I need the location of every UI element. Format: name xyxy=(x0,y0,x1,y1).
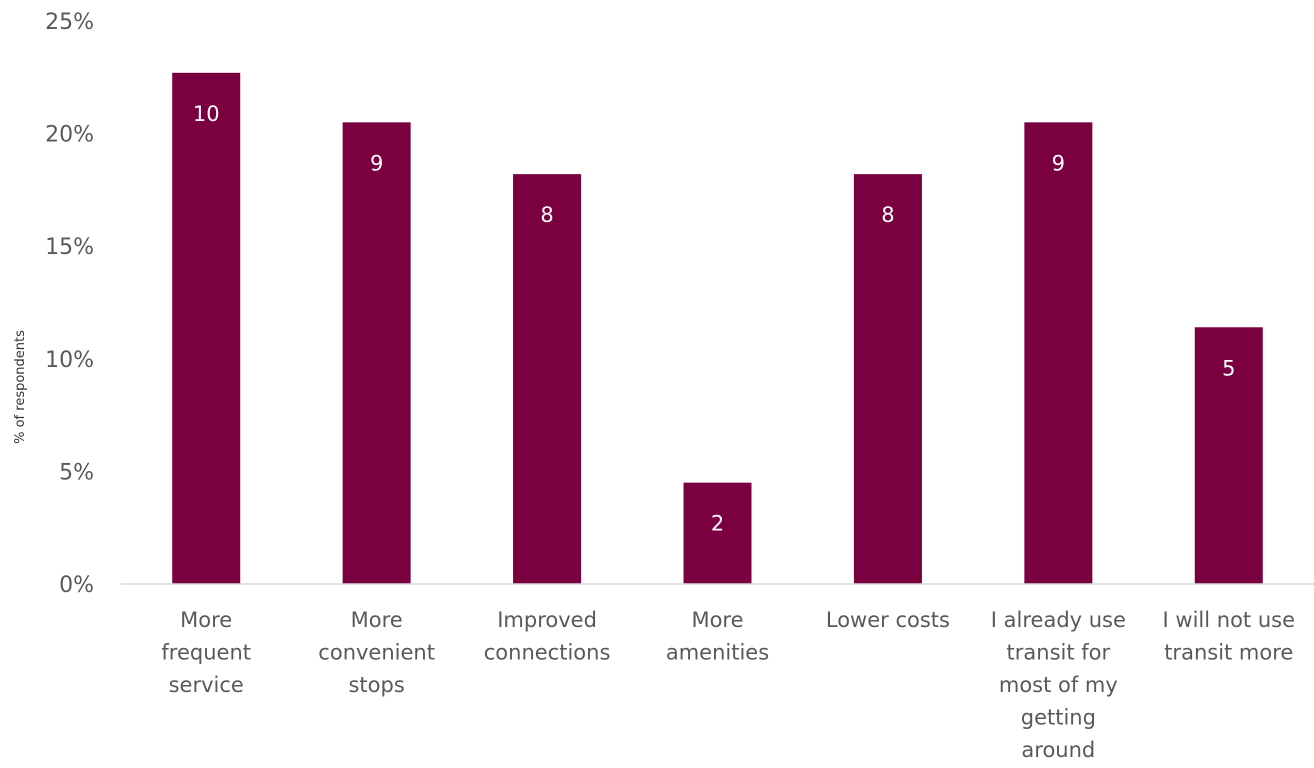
bars xyxy=(172,72,1263,585)
bar xyxy=(1194,327,1263,584)
bar xyxy=(342,122,411,584)
x-axis-labels: More frequent service More convenient stops Im… xyxy=(161,608,1295,762)
bar-data-label: 9 xyxy=(1052,151,1065,175)
y-tick-label: 0% xyxy=(59,573,94,598)
x-category-label: More frequent service xyxy=(161,608,251,697)
bar xyxy=(1024,122,1093,584)
x-category-label: I already use transit for most of my gettin… xyxy=(991,608,1126,762)
bar xyxy=(683,482,752,584)
bar-data-label: 5 xyxy=(1222,356,1235,380)
y-tick-label: 10% xyxy=(45,348,94,373)
bar-data-label: 2 xyxy=(711,512,724,536)
bar xyxy=(853,174,922,585)
bar-data-label: 8 xyxy=(540,203,553,227)
bar-data-label: 8 xyxy=(881,203,894,227)
bar xyxy=(513,174,582,585)
y-axis-ticks: 0% 5% 10% 15% 20% 25% xyxy=(45,10,94,598)
y-tick-label: 5% xyxy=(59,460,94,485)
x-category-label: I will not use transit more xyxy=(1163,608,1295,665)
y-tick-label: 20% xyxy=(45,123,94,148)
bar xyxy=(172,72,241,585)
x-category-label: More amenities xyxy=(666,608,769,665)
data-labels: 10 9 8 2 8 9 5 xyxy=(193,102,1236,536)
bar-data-label: 9 xyxy=(370,151,383,175)
y-axis-title: % of respondents xyxy=(13,330,28,444)
x-category-label: More convenient stops xyxy=(318,608,435,697)
x-category-label: Improved connections xyxy=(484,608,611,665)
x-category-label: Lower costs xyxy=(826,608,950,632)
y-tick-label: 15% xyxy=(45,235,94,260)
bar-data-label: 10 xyxy=(193,102,220,126)
y-tick-label: 25% xyxy=(45,10,94,35)
